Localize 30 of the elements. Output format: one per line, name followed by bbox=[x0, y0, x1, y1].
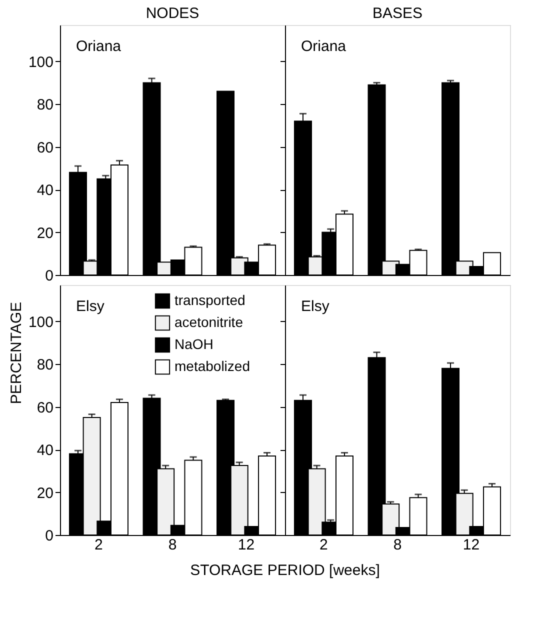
legend-label: metabolized bbox=[174, 358, 250, 374]
y-tick-label: 100 bbox=[28, 314, 54, 331]
annotation: Oriana bbox=[301, 38, 347, 55]
x-axis-title: STORAGE PERIOD [weeks] bbox=[190, 562, 380, 579]
legend-label: NaOH bbox=[174, 336, 214, 352]
y-tick-label: 20 bbox=[36, 224, 54, 242]
chart-title: NODES bbox=[146, 5, 200, 22]
legend-label: transported bbox=[174, 292, 246, 308]
x-tick-label: 12 bbox=[462, 536, 480, 554]
y-tick-label: 100 bbox=[28, 54, 54, 71]
legend-label: acetonitrite bbox=[174, 314, 244, 330]
x-tick-label: 2 bbox=[94, 536, 103, 554]
y-tick-label: 0 bbox=[45, 528, 54, 544]
y-tick-label: 80 bbox=[36, 96, 54, 114]
x-tick-label: 8 bbox=[393, 536, 402, 554]
y-tick-label: 40 bbox=[36, 182, 54, 200]
x-tick-label: 12 bbox=[238, 536, 255, 554]
y-tick-label: 60 bbox=[36, 399, 54, 416]
x-tick-label: 2 bbox=[320, 536, 328, 554]
annotation: Oriana bbox=[76, 38, 122, 55]
y-tick-label: 60 bbox=[36, 139, 54, 156]
y-tick-label: 0 bbox=[45, 268, 54, 284]
y-tick-label: 20 bbox=[36, 484, 54, 502]
x-tick-label: 8 bbox=[168, 536, 177, 554]
annotation: Elsy bbox=[76, 298, 105, 315]
y-axis-title: PERCENTAGE bbox=[8, 302, 25, 404]
annotation: Elsy bbox=[301, 298, 330, 315]
y-tick-label: 40 bbox=[36, 442, 54, 460]
chart-title: BASES bbox=[372, 5, 423, 22]
y-tick-label: 80 bbox=[36, 356, 54, 374]
